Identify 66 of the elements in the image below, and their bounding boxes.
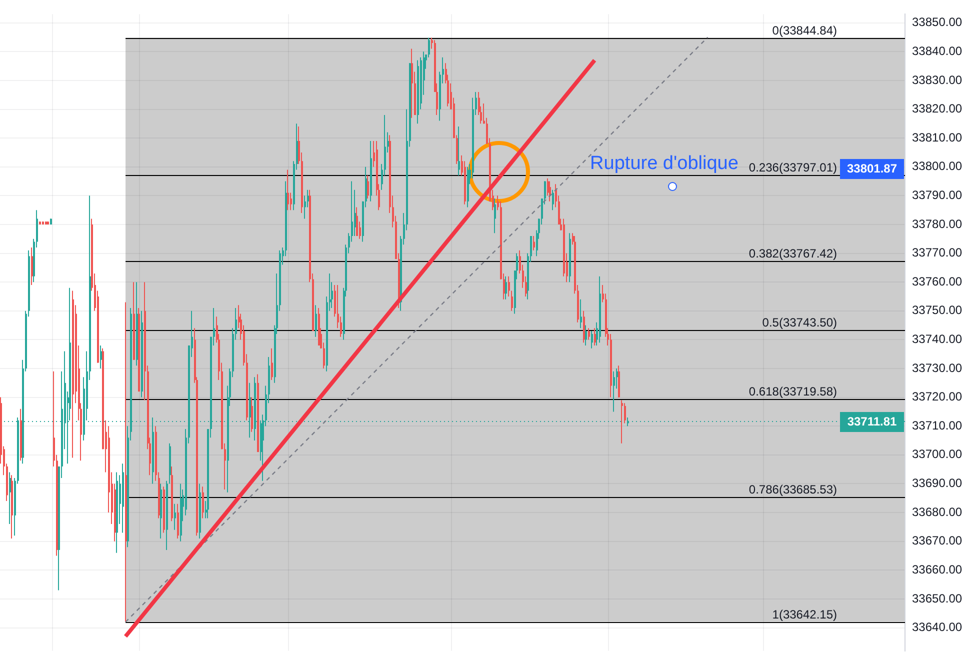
ref-line-label: 0.236(33797.01) <box>748 160 837 174</box>
candlestick <box>431 37 433 50</box>
candlestick <box>177 503 179 539</box>
candlestick <box>505 276 507 300</box>
candlestick <box>591 330 593 349</box>
y-tick-label: 33820.00 <box>912 102 962 116</box>
candlestick <box>555 184 557 208</box>
candlestick <box>624 402 626 424</box>
y-tick-label: 33710.00 <box>912 418 962 432</box>
ref-line-label: 33711.81 <box>847 414 898 428</box>
candlestick <box>549 180 551 202</box>
y-tick-label: 33660.00 <box>912 562 962 576</box>
y-tick-label: 33740.00 <box>912 332 962 346</box>
candlestick <box>271 348 273 381</box>
candlestick <box>251 396 253 432</box>
candlestick <box>494 198 496 234</box>
y-tick-label: 33790.00 <box>912 188 962 202</box>
y-tick-label: 33830.00 <box>912 72 962 87</box>
candlestick <box>511 290 513 312</box>
candlestick <box>428 37 430 58</box>
candlestick <box>497 195 499 211</box>
ref-line-label: 0(33844.84) <box>772 24 837 38</box>
candlestick <box>202 486 204 519</box>
candlestick <box>533 236 535 251</box>
y-tick-label: 33690.00 <box>912 476 962 490</box>
y-tick-label: 33840.00 <box>912 44 962 58</box>
ref-line-label: 1(33642.15) <box>772 608 837 622</box>
y-tick-label: 33650.00 <box>912 591 962 606</box>
ref-line-label: 0.786(33685.53) <box>748 482 837 496</box>
y-tick-label: 33770.00 <box>912 246 962 260</box>
y-tick-label: 33800.00 <box>912 159 962 174</box>
candlestick <box>340 316 342 338</box>
candlestick <box>367 175 369 200</box>
candlestick <box>552 189 554 211</box>
candlestick <box>621 400 623 444</box>
y-tick-label: 33640.00 <box>912 620 962 634</box>
y-tick-label: 33780.00 <box>912 216 962 231</box>
candlestick <box>580 298 582 329</box>
candlestick <box>458 126 460 176</box>
candlestick <box>585 324 587 346</box>
candlestick <box>486 117 488 144</box>
y-tick-label: 33680.00 <box>912 504 962 519</box>
candlestick <box>613 370 615 412</box>
candlestick <box>290 192 292 211</box>
candlestick <box>315 304 317 338</box>
candlestick <box>100 344 102 370</box>
ref-line-label: 0.382(33767.42) <box>748 246 837 260</box>
ref-line-label: 0.618(33719.58) <box>748 384 837 398</box>
y-tick-label: 33810.00 <box>912 130 962 144</box>
candlestick <box>508 276 510 297</box>
candlestick <box>411 48 413 118</box>
y-tick-label: 33760.00 <box>912 274 962 288</box>
y-tick-label: 33750.00 <box>912 303 962 318</box>
annotation: 33801.87 <box>846 162 898 176</box>
ref-line-label: 0.5(33743.50) <box>762 316 837 330</box>
y-tick-label: 33730.00 <box>912 360 962 375</box>
candlestick <box>588 328 590 340</box>
y-tick-label: 33700.00 <box>912 447 962 462</box>
candlestick <box>307 189 309 208</box>
annotation: Rupture d'oblique <box>590 153 738 174</box>
candlestick <box>356 206 358 236</box>
candlestick <box>174 503 176 530</box>
candlestick <box>287 169 289 211</box>
y-tick-label: 33720.00 <box>912 390 962 404</box>
y-tick-label: 33670.00 <box>912 534 962 548</box>
y-tick-label: 33850.00 <box>912 15 962 30</box>
